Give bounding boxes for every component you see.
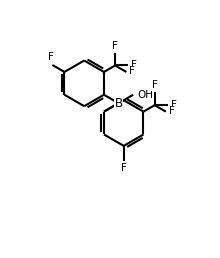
Text: B: B bbox=[115, 97, 123, 110]
Text: F: F bbox=[48, 52, 54, 62]
Text: F: F bbox=[152, 80, 158, 90]
Text: F: F bbox=[129, 67, 135, 76]
Text: F: F bbox=[121, 163, 127, 173]
Text: F: F bbox=[131, 60, 137, 70]
Text: F: F bbox=[169, 106, 175, 116]
Text: OH: OH bbox=[137, 90, 153, 100]
Text: F: F bbox=[112, 41, 118, 51]
Text: F: F bbox=[170, 100, 176, 110]
